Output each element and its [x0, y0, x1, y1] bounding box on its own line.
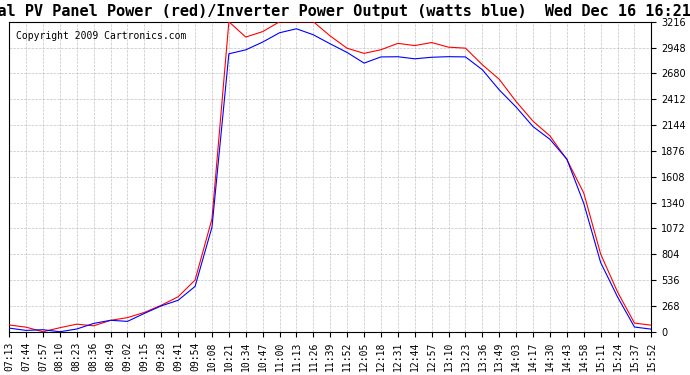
- Title: Total PV Panel Power (red)/Inverter Power Output (watts blue)  Wed Dec 16 16:21: Total PV Panel Power (red)/Inverter Powe…: [0, 4, 690, 19]
- Text: Copyright 2009 Cartronics.com: Copyright 2009 Cartronics.com: [16, 31, 186, 41]
